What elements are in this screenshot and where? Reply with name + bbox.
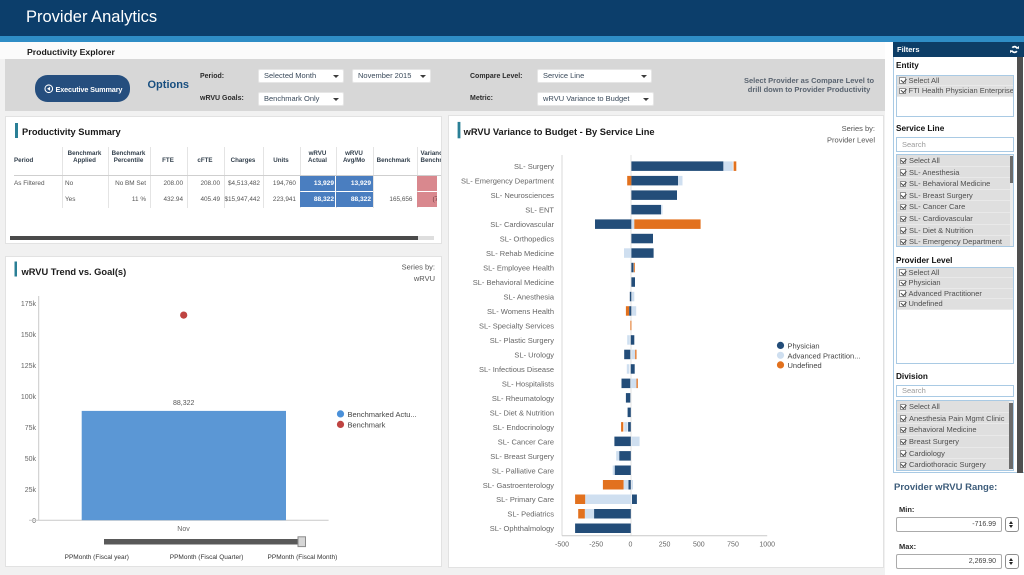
svg-text:SL- Gastroenterology: SL- Gastroenterology: [483, 481, 555, 490]
svg-text:SL- Urology: SL- Urology: [514, 350, 554, 359]
svg-text:-250: -250: [589, 542, 603, 549]
svg-text:SL- Breast Surgery: SL- Breast Surgery: [490, 452, 554, 461]
svg-text:Advanced Practition...: Advanced Practition...: [788, 351, 861, 360]
svg-text:50k: 50k: [25, 456, 37, 463]
svg-text:1000: 1000: [759, 542, 775, 549]
svg-text:SL- Employee Health: SL- Employee Health: [483, 264, 554, 273]
svg-text:SL- Infectious Disease: SL- Infectious Disease: [479, 365, 554, 374]
svg-text:SL- Rehab Medicine: SL- Rehab Medicine: [486, 249, 554, 258]
svg-text:0: 0: [628, 542, 632, 549]
svg-text:SL- Cardiovascular: SL- Cardiovascular: [490, 220, 554, 229]
svg-text:Physician: Physician: [788, 342, 820, 351]
svg-text:125k: 125k: [21, 363, 37, 370]
svg-text:100k: 100k: [21, 394, 37, 401]
svg-text:SL- Endocrinology: SL- Endocrinology: [493, 423, 555, 432]
svg-text:Nov: Nov: [177, 526, 190, 533]
svg-text:SL- Pediatrics: SL- Pediatrics: [507, 510, 554, 519]
svg-text:SL- Diet & Nutrition: SL- Diet & Nutrition: [490, 408, 554, 417]
svg-text:Undefined: Undefined: [788, 361, 822, 370]
svg-text:SL- Specialty Services: SL- Specialty Services: [479, 322, 554, 331]
svg-text:SL- Orthopedics: SL- Orthopedics: [500, 235, 554, 244]
svg-text:25k: 25k: [25, 487, 37, 494]
svg-text:wRVU: wRVU: [413, 274, 435, 283]
svg-text:SL- Emergency Department: SL- Emergency Department: [461, 177, 555, 186]
svg-text:175k: 175k: [21, 301, 37, 308]
svg-text:SL- Womens Health: SL- Womens Health: [487, 307, 554, 316]
svg-text:SL- Palliative Care: SL- Palliative Care: [492, 466, 554, 475]
svg-text:SL- Hospitalists: SL- Hospitalists: [502, 379, 554, 388]
svg-text:SL- Plastic Surgery: SL- Plastic Surgery: [490, 336, 554, 345]
svg-text:Benchmarked Actu...: Benchmarked Actu...: [348, 410, 417, 419]
svg-text:PPMonth (Fiscal year): PPMonth (Fiscal year): [65, 554, 129, 561]
svg-text:88,322: 88,322: [173, 400, 195, 407]
svg-text:SL- Neurosciences: SL- Neurosciences: [491, 191, 555, 200]
svg-text:250: 250: [659, 542, 671, 549]
svg-text:75k: 75k: [25, 425, 37, 432]
svg-text:150k: 150k: [21, 332, 37, 339]
svg-text:-500: -500: [555, 542, 569, 549]
svg-text:wRVU Variance to Budget - By S: wRVU Variance to Budget - By Service Lin…: [463, 127, 655, 137]
svg-text:SL- Anesthesia: SL- Anesthesia: [504, 293, 555, 302]
svg-text:750: 750: [727, 542, 739, 549]
svg-text:Series by:: Series by:: [842, 124, 875, 133]
svg-text:wRVU Trend vs. Goal(s): wRVU Trend vs. Goal(s): [21, 267, 127, 277]
svg-text:500: 500: [693, 542, 705, 549]
svg-text:SL- Surgery: SL- Surgery: [514, 162, 554, 171]
svg-text:SL- Primary Care: SL- Primary Care: [496, 495, 554, 504]
svg-text:SL- Ophthalmology: SL- Ophthalmology: [490, 524, 554, 533]
svg-text:SL- Rheumatology: SL- Rheumatology: [492, 394, 554, 403]
svg-text:Series by:: Series by:: [402, 263, 435, 272]
svg-text:PPMonth (Fiscal Month): PPMonth (Fiscal Month): [268, 554, 338, 561]
svg-text:PPMonth (Fiscal Quarter): PPMonth (Fiscal Quarter): [170, 554, 244, 561]
svg-text:0: 0: [32, 518, 36, 525]
svg-text:SL- Cancer Care: SL- Cancer Care: [498, 437, 554, 446]
svg-text:SL- Behavioral Medicine: SL- Behavioral Medicine: [473, 278, 554, 287]
svg-text:Benchmark: Benchmark: [348, 421, 386, 430]
svg-text:SL- ENT: SL- ENT: [525, 206, 554, 215]
svg-text:Provider Level: Provider Level: [827, 136, 875, 145]
